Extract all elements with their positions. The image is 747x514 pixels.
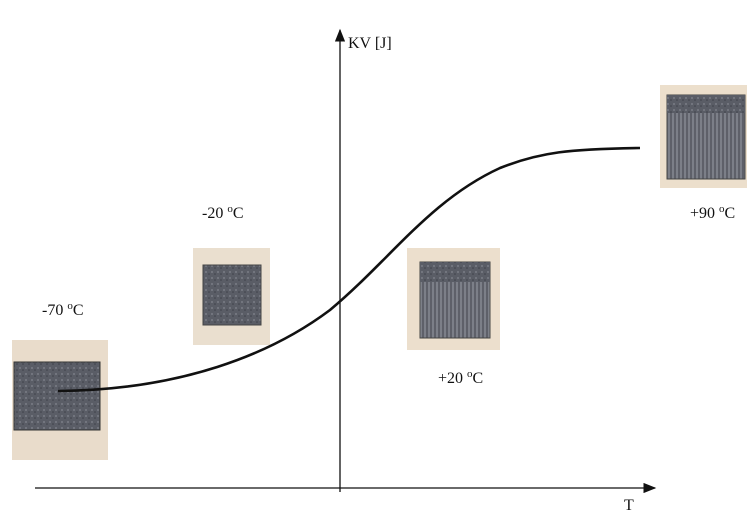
specimen-photo (407, 248, 500, 350)
specimen-photo (193, 248, 270, 345)
specimen-photo (12, 340, 108, 460)
temperature-unit: C (473, 370, 484, 387)
specimen-photo (660, 85, 747, 188)
temperature-unit: C (73, 302, 84, 319)
temperature-label: -20 oC (202, 203, 244, 222)
x-axis-label: T (624, 497, 634, 514)
temperature-label: +90 oC (690, 203, 735, 222)
degree-sup: o (467, 368, 473, 380)
degree-sup: o (67, 300, 73, 312)
temperature-value: +90 (690, 205, 719, 222)
transition-curve (57, 146, 641, 393)
degree-sup: o (719, 203, 725, 215)
temperature-label: +20 oC (438, 368, 483, 387)
temperature-value: -20 (202, 205, 227, 222)
temperature-label: -70 oC (42, 300, 84, 319)
degree-sup: o (227, 203, 233, 215)
temperature-value: +20 (438, 370, 467, 387)
temperature-value: -70 (42, 302, 67, 319)
temperature-unit: C (233, 205, 244, 222)
temperature-unit: C (725, 205, 736, 222)
y-axis-label: KV [J] (348, 35, 392, 52)
